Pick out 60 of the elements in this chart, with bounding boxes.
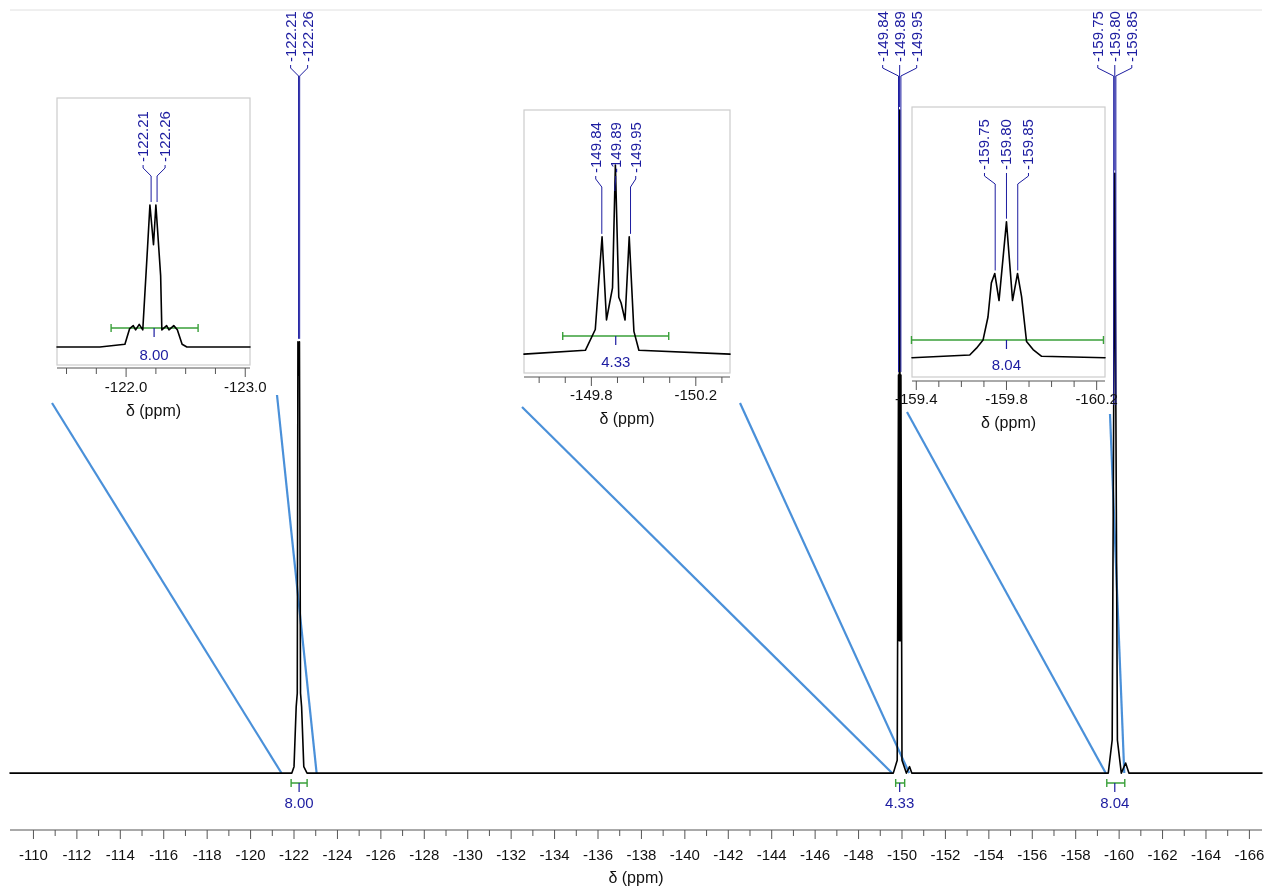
annotation: 8.04 — [1100, 794, 1130, 811]
x-tick-label: -154 — [973, 846, 1004, 863]
annotation: -149.95 — [907, 11, 925, 62]
annotation: -122.26 — [298, 11, 316, 62]
annotation: -159.75 — [1088, 11, 1106, 62]
annotation: 8.00 — [139, 346, 169, 363]
x-tick-label: -128 — [409, 846, 440, 863]
x-axis-title: δ (ppm) — [599, 410, 655, 427]
annotation: -122.21 — [281, 11, 299, 62]
annotation: 4.33 — [885, 794, 915, 811]
annotation: -149.84 — [873, 11, 891, 62]
x-tick-label: -144 — [756, 846, 787, 863]
x-tick-label: -126 — [365, 846, 396, 863]
annotation: -149.89 — [890, 11, 908, 62]
annotation: 4.33 — [601, 353, 631, 370]
x-tick-label: -120 — [235, 846, 266, 863]
x-tick-label: -124 — [322, 846, 353, 863]
x-tick-label: -166 — [1234, 846, 1265, 863]
x-tick-label: -150.2 — [674, 386, 718, 403]
x-tick-label: -123.0 — [223, 378, 267, 395]
x-tick-label: -138 — [626, 846, 657, 863]
x-tick-label: -122.0 — [104, 378, 148, 395]
x-tick-label: -112 — [62, 846, 92, 863]
annotation: -149.89 — [606, 122, 624, 173]
annotation: -159.85 — [1019, 119, 1037, 170]
x-tick-label: -146 — [800, 846, 831, 863]
annotation: -159.85 — [1122, 11, 1140, 62]
x-tick-label: -136 — [582, 846, 614, 863]
x-tick-label: -156 — [1017, 846, 1048, 863]
x-axis-title: δ (ppm) — [125, 402, 182, 419]
annotation: -149.95 — [626, 122, 644, 173]
x-axis-title: δ (ppm) — [980, 414, 1037, 431]
x-tick-label: -116 — [149, 846, 179, 863]
x-tick-label: -152 — [930, 846, 961, 863]
x-tick-label: -150 — [886, 846, 918, 863]
x-tick-label: -159.8 — [985, 390, 1028, 407]
x-tick-label: -132 — [496, 846, 527, 863]
annotation: -159.80 — [997, 119, 1015, 170]
annotation: -159.75 — [975, 119, 993, 170]
x-tick-label: -149.8 — [570, 386, 613, 403]
x-tick-label: -130 — [452, 846, 483, 863]
annotation: -122.26 — [156, 111, 174, 162]
x-tick-label: -140 — [669, 846, 700, 863]
annotation: -149.84 — [586, 122, 604, 173]
x-axis-title: δ (ppm) — [608, 869, 664, 886]
x-tick-label: -158 — [1060, 846, 1091, 863]
x-tick-label: -110 — [18, 846, 48, 863]
annotation: -122.21 — [134, 111, 152, 162]
x-tick-label: -162 — [1147, 846, 1178, 863]
x-tick-label: -118 — [192, 846, 222, 863]
x-tick-label: -122 — [279, 846, 310, 863]
x-tick-label: -148 — [843, 846, 874, 863]
annotation: 8.04 — [991, 356, 1022, 373]
x-tick-label: -134 — [539, 846, 570, 863]
x-tick-label: -164 — [1190, 846, 1221, 863]
x-tick-label: -142 — [713, 846, 744, 863]
annotation: 8.00 — [284, 794, 314, 811]
annotation: -159.80 — [1105, 11, 1123, 62]
x-tick-label: -114 — [105, 846, 135, 863]
x-tick-label: -160 — [1104, 846, 1135, 863]
